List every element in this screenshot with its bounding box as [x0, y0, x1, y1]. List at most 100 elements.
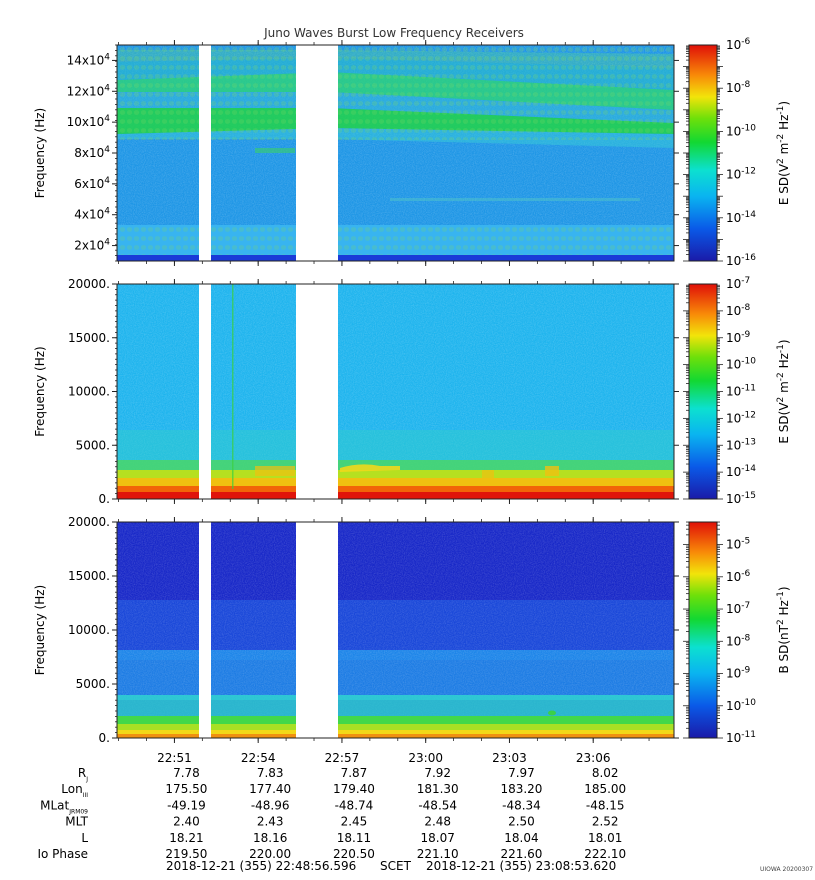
colorbar-tick-label: 10-16	[726, 253, 756, 268]
ylabel: Frequency (Hz)	[33, 585, 47, 676]
xtick-label: 23:03	[492, 751, 527, 765]
xtick-label: 22:51	[157, 751, 192, 765]
ephemeris-value: 179.40	[333, 782, 375, 796]
ephemeris-value: 2.40	[173, 815, 200, 829]
ytick-label: 20000.	[68, 515, 110, 529]
colorbar-tick-label: 10-11	[726, 384, 756, 399]
ephemeris-row-label: MLatJRM09	[40, 798, 88, 815]
ephemeris-value: 8.02	[592, 766, 619, 780]
colorbar-tick-label: 10-7	[726, 601, 750, 616]
ylabel: Frequency (Hz)	[33, 346, 47, 437]
ylabel: Frequency (Hz)	[33, 108, 47, 199]
ephemeris-row-label: L	[81, 831, 88, 845]
ytick-label: 10000.	[68, 385, 110, 399]
ephemeris-value: 222.10	[584, 847, 626, 861]
footer-tag: UIOWA 20200307	[760, 866, 813, 873]
panel-3: 0.5000.10000.15000.20000.Frequency (Hz) …	[33, 515, 791, 745]
ephemeris-value: -48.74	[335, 798, 374, 812]
colorbar-tick-label: 10-13	[726, 437, 756, 452]
ephemeris-row-label: Io Phase	[37, 847, 88, 861]
ephemeris-value: -48.54	[418, 798, 457, 812]
colorbar-label: E SD(V2 m-2 Hz-1)	[776, 101, 791, 205]
colorbar-tick-label: 10-8	[726, 633, 751, 648]
ytick-label: 6x104	[74, 176, 110, 191]
ephemeris-value: 18.11	[337, 831, 371, 845]
colorbar-tick-label: 10-14	[726, 464, 756, 479]
ephemeris-value: -48.15	[586, 798, 625, 812]
colorbar-tick-label: 10-7	[726, 276, 750, 291]
ephemeris-value: 2.52	[592, 815, 619, 829]
xtick-label: 23:06	[576, 751, 611, 765]
ytick-label: 20000.	[68, 277, 110, 291]
ephemeris-value: 2.45	[341, 815, 368, 829]
time-axis: 22:51 22:54 22:57 23:00 23:03 23:06	[118, 40, 650, 765]
ephemeris-value: 18.07	[421, 831, 455, 845]
footer-end: 2018-12-21 (355) 23:08:53.620	[426, 859, 616, 873]
ytick-label: 5000.	[76, 677, 110, 691]
panel-1: 2x104 4x104 6x104 8x104 10x104 12x104 14x104 Fr…	[33, 37, 791, 268]
ytick-label: 15000.	[68, 331, 110, 345]
colorbar-tick-label: 10-10	[726, 357, 756, 372]
colorbar	[688, 283, 718, 500]
panel-2: 0.5000.10000.15000.20000.Frequency (Hz) …	[33, 276, 791, 506]
xtick-label: 22:54	[241, 751, 276, 765]
ephemeris-value: 175.50	[165, 782, 207, 796]
footer-start: 2018-12-21 (355) 22:48:56.596	[166, 859, 356, 873]
xtick-label: 22:57	[325, 751, 360, 765]
colorbar-tick-label: 10-8	[726, 303, 751, 318]
colorbar	[688, 44, 718, 262]
ephemeris-value: 2.48	[424, 815, 451, 829]
ytick-label: 14x104	[67, 52, 111, 67]
ytick-label: 15000.	[68, 569, 110, 583]
ytick-label: 8x104	[74, 145, 110, 160]
ephemeris-value: 221.10	[417, 847, 459, 861]
ytick-label: 2x104	[74, 238, 110, 253]
ephemeris-row-label: LonIII	[61, 782, 88, 799]
colorbar-tick-label: 10-15	[726, 491, 756, 506]
ephemeris-table: RJ 7.78 7.83 7.87 7.92 7.97 8.02 LonIII 175.50 17…	[37, 766, 626, 861]
colorbar-tick-label: 10-6	[726, 37, 751, 52]
ephemeris-value: 221.60	[500, 847, 542, 861]
ytick-label: 4x104	[74, 207, 110, 222]
colorbar	[688, 521, 718, 739]
colorbar-tick-label: 10-12	[726, 167, 756, 182]
colorbar-tick-label: 10-12	[726, 410, 756, 425]
ephemeris-value: 7.78	[173, 766, 200, 780]
ephemeris-value: 7.97	[508, 766, 535, 780]
colorbar-tick-label: 10-11	[726, 730, 756, 745]
colorbar-tick-label: 10-10	[726, 123, 756, 138]
colorbar-tick-label: 10-14	[726, 210, 756, 225]
ephemeris-row-label: MLT	[65, 815, 88, 829]
ytick-label: 10000.	[68, 623, 110, 637]
ephemeris-value: 220.00	[249, 847, 291, 861]
colorbar-tick-label: 10-9	[726, 666, 751, 681]
ephemeris-value: 177.40	[249, 782, 291, 796]
chart-title: Juno Waves Burst Low Frequency Receivers	[263, 26, 524, 40]
ephemeris-value: 18.01	[588, 831, 622, 845]
colorbar-tick-label: 10-5	[726, 537, 750, 552]
footer-coord: SCET	[380, 859, 412, 873]
ephemeris-row-label: RJ	[78, 766, 88, 783]
ephemeris-value: -48.34	[502, 798, 541, 812]
ephemeris-value: 219.50	[165, 847, 207, 861]
ephemeris-value: 2.50	[508, 815, 535, 829]
colorbar-tick-label: 10-6	[726, 569, 751, 584]
colorbar-label: E SD(V2 m-2 Hz-1)	[776, 339, 791, 443]
ephemeris-value: 185.00	[584, 782, 626, 796]
ephemeris-value: 7.87	[341, 766, 368, 780]
ytick-label: 0.	[99, 492, 110, 506]
ytick-label: 0.	[99, 731, 110, 745]
ytick-label: 12x104	[67, 83, 111, 98]
ephemeris-value: 7.83	[257, 766, 284, 780]
ytick-label: 10x104	[67, 114, 111, 129]
ephemeris-value: -48.96	[251, 798, 290, 812]
ytick-label: 5000.	[76, 438, 110, 452]
ephemeris-value: 220.50	[333, 847, 375, 861]
ephemeris-value: 2.43	[257, 815, 284, 829]
ephemeris-value: 7.92	[424, 766, 451, 780]
xtick-label: 23:00	[408, 751, 443, 765]
ephemeris-value: 183.20	[500, 782, 542, 796]
colorbar-tick-label: 10-8	[726, 80, 751, 95]
colorbar-tick-label: 10-9	[726, 330, 751, 345]
